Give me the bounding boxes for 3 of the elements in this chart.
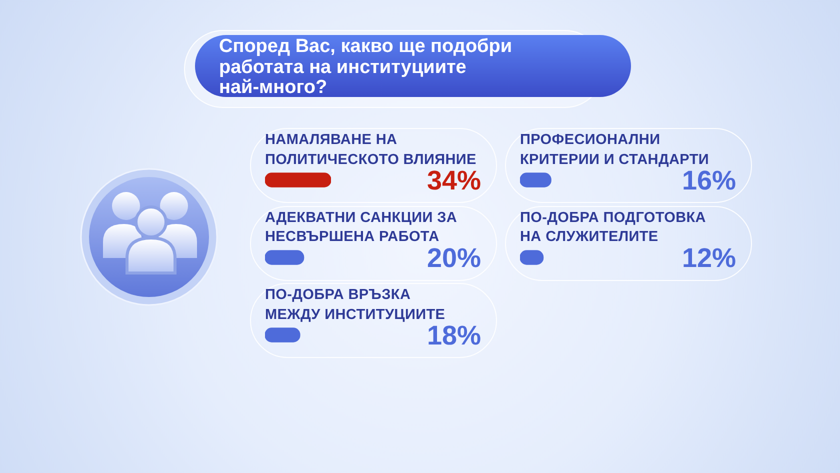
y-tick-label: ПО-ДОБРА ПОДГОТОВКА НА СЛУЖИТЕЛИТЕ	[520, 210, 706, 245]
data-label: 12%	[682, 242, 736, 273]
chart-title: Според Вас, какво ще подобри работата на институциите най-много?	[219, 36, 512, 98]
